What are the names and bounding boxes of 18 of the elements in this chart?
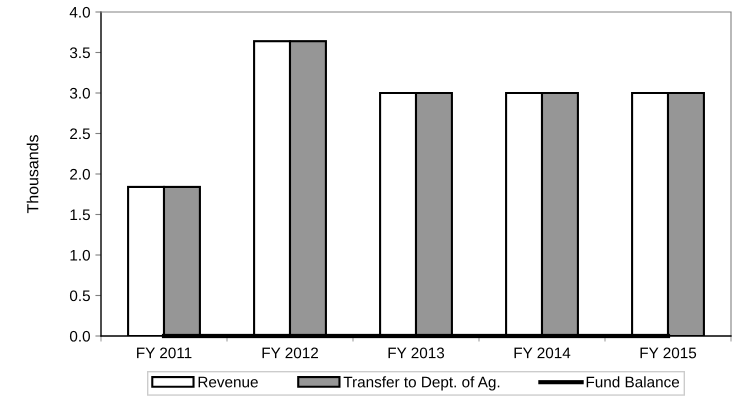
y-tick-label: 0.5 (70, 290, 90, 302)
y-tick-label: 0.0 (70, 330, 90, 342)
x-tick-label: FY 2014 (514, 348, 570, 358)
legend-label: Transfer to Dept. of Ag. (344, 376, 500, 390)
y-tick-label: 3.0 (70, 88, 90, 99)
x-tick-label: FY 2015 (640, 348, 696, 358)
y-tick-label: 2.0 (70, 168, 90, 180)
y-tick-label: 2.5 (70, 128, 90, 140)
y-axis-title: Thousands (26, 135, 38, 214)
legend-label: Fund Balance (586, 376, 680, 388)
x-tick-label: FY 2011 (137, 348, 192, 358)
y-tick-label: 3.5 (70, 47, 90, 58)
y-tick-label: 1.5 (70, 210, 90, 220)
y-tick-label: 4.0 (70, 6, 90, 18)
legend-label: Revenue (198, 376, 258, 388)
x-tick-label: FY 2013 (388, 348, 444, 358)
x-tick-label: FY 2012 (262, 348, 318, 358)
y-tick-label: 1.0 (70, 250, 90, 261)
